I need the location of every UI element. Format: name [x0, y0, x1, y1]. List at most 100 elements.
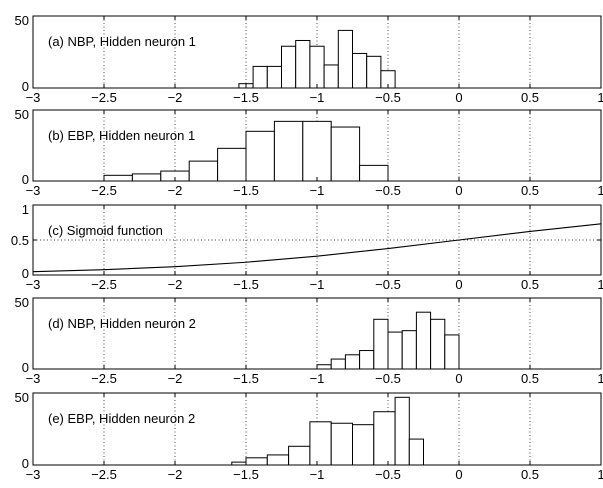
x-tick-label: −2.5 — [91, 183, 117, 198]
histogram-bar — [309, 421, 332, 466]
panel-1: −3 −2.5 −2 −1.5 −1 −0.5 0 0.5 1 0 50 (a) NBP, Hidde… — [15, 13, 603, 105]
x-tick-label: −3 — [26, 183, 41, 198]
x-tick-label: 1 — [597, 467, 603, 482]
y-tick-label: 50 — [15, 107, 29, 122]
y-tick-label: 50 — [15, 295, 29, 310]
x-tick-label: −3 — [26, 277, 41, 292]
histogram-bar — [344, 354, 361, 370]
panel-5: −3 −2.5 −2 −1.5 −1 −0.5 0 0.5 1 0 50 (e) EBP, Hidde… — [15, 390, 603, 482]
x-tick-label: −0.5 — [375, 277, 401, 292]
x-tick-label: 0 — [455, 183, 462, 198]
x-tick-label: −2.5 — [91, 467, 117, 482]
histogram-bar — [352, 424, 375, 466]
x-tick-label: 0 — [455, 90, 462, 105]
x-tick-label: −3 — [26, 371, 41, 386]
x-tick-label: −2.5 — [91, 277, 117, 292]
panel-3: −3 −2.5 −2 −1.5 −1 −0.5 0 0.5 1 0 0.5 1 (c) Sigmoid … — [11, 202, 603, 292]
x-tick-label: −1.5 — [233, 467, 259, 482]
histogram-bar — [103, 174, 133, 182]
panel-label: (e) EBP, Hidden neuron 2 — [48, 411, 195, 426]
histogram-bar — [188, 160, 219, 182]
y-tick-label: 0 — [22, 456, 29, 471]
x-tick-label: 1 — [597, 277, 603, 292]
histogram-bar — [252, 65, 268, 89]
x-tick-label: 0.5 — [521, 371, 539, 386]
panel-label: (b) EBP, Hidden neuron 1 — [48, 128, 195, 143]
histogram-bar — [337, 29, 353, 89]
histogram-bar — [373, 318, 389, 370]
histogram-bar — [281, 45, 297, 89]
histogram-bar — [444, 334, 460, 370]
panel-label: (c) Sigmoid function — [48, 223, 163, 238]
x-tick-label: −0.5 — [375, 90, 401, 105]
x-tick-label: −0.5 — [375, 371, 401, 386]
x-tick-label: −0.5 — [375, 467, 401, 482]
panel-2: −3 −2.5 −2 −1.5 −1 −0.5 0 0.5 1 0 50 (b) EBP, Hidde… — [15, 107, 603, 198]
histogram-bar — [408, 438, 424, 466]
histogram-bar — [394, 396, 410, 466]
x-tick-label: −0.5 — [375, 183, 401, 198]
histogram-bar — [266, 454, 290, 466]
x-tick-label: 0.5 — [521, 90, 539, 105]
y-tick-label: 0 — [22, 79, 29, 94]
x-tick-label: −1 — [310, 90, 325, 105]
x-tick-label: −3 — [26, 90, 41, 105]
histogram-bar — [316, 364, 332, 370]
x-tick-label: −1 — [310, 183, 325, 198]
histogram-bar — [430, 318, 446, 370]
x-tick-label: 0.5 — [521, 467, 539, 482]
histogram-bar — [273, 120, 304, 182]
y-tick-label: 0 — [22, 172, 29, 187]
x-tick-label: 0 — [455, 467, 462, 482]
x-tick-label: −1 — [310, 277, 325, 292]
x-tick-label: −1 — [310, 371, 325, 386]
y-tick-label: 50 — [15, 390, 29, 405]
histogram-bar — [415, 311, 432, 370]
x-tick-label: 0.5 — [521, 183, 539, 198]
x-tick-label: −1.5 — [233, 371, 259, 386]
x-tick-label: −1.5 — [233, 90, 259, 105]
y-tick-label: 50 — [15, 13, 29, 28]
x-tick-label: −2 — [168, 90, 183, 105]
panel-label: (a) NBP, Hidden neuron 1 — [48, 34, 196, 49]
histogram-bar — [266, 65, 282, 89]
x-tick-label: 0 — [455, 371, 462, 386]
histogram-bar — [352, 52, 368, 89]
x-tick-label: −1.5 — [233, 183, 259, 198]
y-tick-label: 1 — [22, 202, 29, 217]
histogram-bar — [359, 164, 389, 182]
x-tick-label: 0.5 — [521, 277, 539, 292]
y-tick-label: 0.5 — [11, 233, 29, 248]
panel-4: −3 −2.5 −2 −1.5 −1 −0.5 0 0.5 1 0 50 (d) NBP, Hidde… — [15, 295, 603, 386]
sigmoid-line — [32, 223, 602, 273]
x-tick-label: −2.5 — [91, 371, 117, 386]
y-tick-label: 0 — [22, 266, 29, 281]
x-tick-label: 0 — [455, 277, 462, 292]
histogram-bar — [387, 331, 403, 370]
histogram-bar — [217, 147, 247, 182]
histogram-bar — [373, 411, 396, 466]
histogram-bar — [309, 45, 325, 89]
histogram-bar — [288, 445, 311, 466]
panel-label: (d) NBP, Hidden neuron 2 — [48, 316, 196, 331]
histogram-bar — [323, 64, 339, 89]
histogram-bar — [245, 457, 268, 466]
x-tick-label: −2.5 — [91, 90, 117, 105]
x-tick-label: 1 — [597, 90, 603, 105]
histogram-bar — [359, 350, 375, 370]
x-tick-label: 1 — [597, 371, 603, 386]
y-tick-label: 0 — [22, 360, 29, 375]
x-tick-label: −2 — [168, 183, 183, 198]
histogram-bar — [401, 330, 417, 370]
histogram-bar — [366, 55, 382, 89]
histogram-bar — [245, 130, 275, 182]
x-tick-label: −2 — [168, 467, 183, 482]
x-tick-label: −2 — [168, 371, 183, 386]
x-tick-label: −3 — [26, 467, 41, 482]
histogram-bar — [330, 422, 354, 466]
x-tick-label: −1 — [310, 467, 325, 482]
histogram-bar — [131, 173, 162, 182]
histogram-bar — [302, 120, 332, 182]
x-tick-label: 1 — [597, 183, 603, 198]
